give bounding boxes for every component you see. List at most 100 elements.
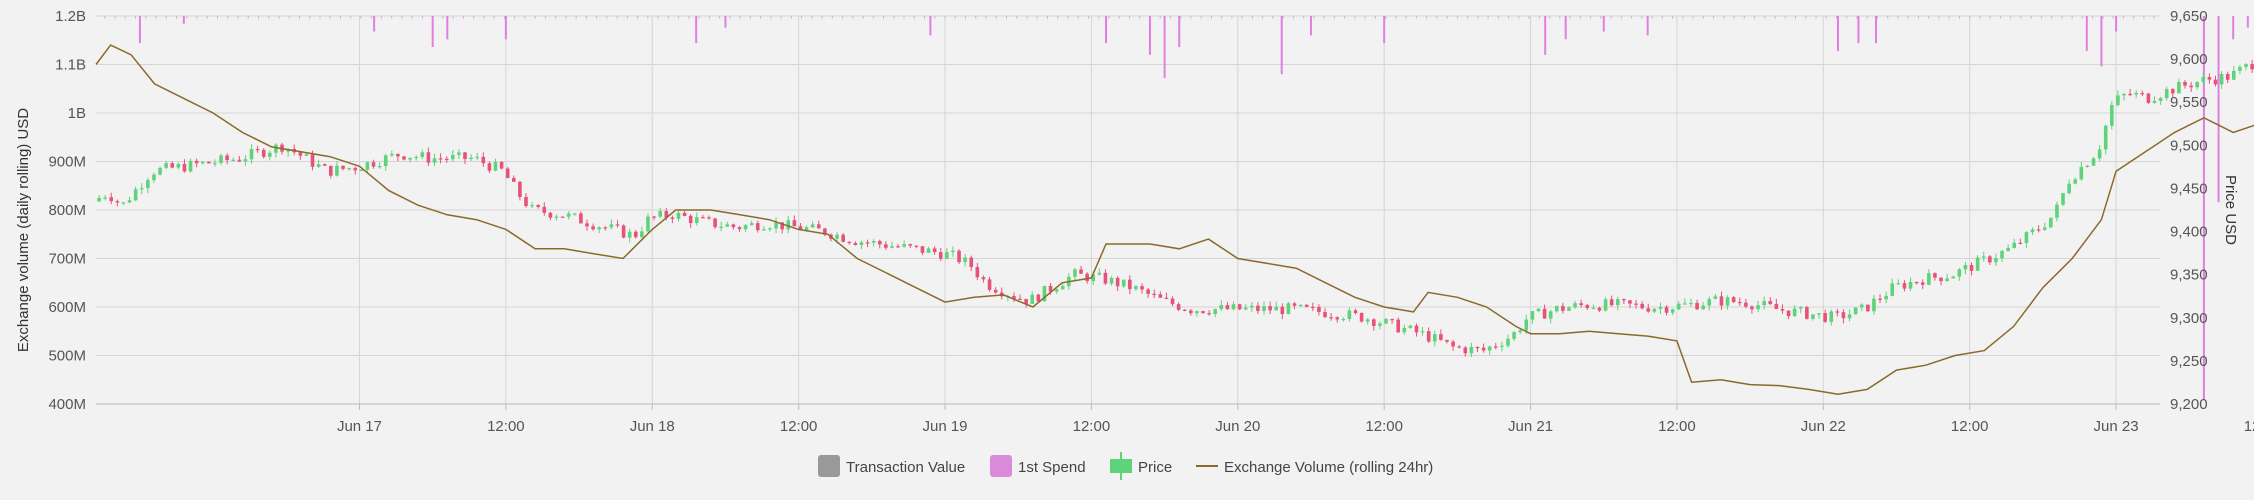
candle-body — [701, 217, 705, 219]
candle-body — [1670, 309, 1675, 313]
candle-body — [1731, 297, 1736, 302]
candle-body — [902, 244, 906, 247]
candle-body — [249, 149, 254, 160]
candle-body — [1811, 314, 1815, 319]
candle-body — [463, 152, 467, 159]
candle-body — [1487, 346, 1492, 351]
candle-body — [969, 257, 974, 268]
candle-body — [1884, 295, 1888, 300]
candle-body — [1121, 279, 1126, 287]
candle-body — [597, 227, 601, 230]
candle-body — [572, 213, 577, 215]
candle-body — [475, 156, 480, 159]
x-tick-label: 12:00 — [1951, 418, 1989, 435]
candle-body — [359, 169, 364, 172]
candle-body — [97, 197, 101, 202]
candle-body — [1908, 281, 1913, 289]
candle-body — [1262, 306, 1266, 311]
legend-item-exchange-volume[interactable]: Exchange Volume (rolling 24hr) — [1196, 459, 1433, 476]
candle-body — [1445, 339, 1449, 342]
candle-body — [1128, 279, 1132, 290]
right-y-tick-label: 9,250 — [2170, 353, 2208, 370]
candle-body — [469, 157, 473, 159]
candle-body — [1902, 283, 1907, 289]
candle-body — [377, 165, 382, 168]
candle-body — [115, 201, 120, 203]
candle-body — [1091, 274, 1096, 282]
candle-body — [1750, 306, 1754, 310]
x-tick-label: 12:00 — [1365, 418, 1403, 435]
right-y-tick-label: 9,600 — [2170, 51, 2208, 68]
candle-body — [2073, 179, 2078, 184]
x-tick-label: Jun 21 — [1508, 418, 1553, 435]
candle-body — [2097, 149, 2102, 159]
x-tick-label: Jun 22 — [1801, 418, 1846, 435]
candle-body — [542, 206, 547, 213]
candle-body — [2079, 166, 2084, 180]
candle-body — [390, 153, 394, 156]
candle-body — [1365, 319, 1370, 322]
candle-body — [1176, 304, 1181, 310]
candle-body — [1945, 278, 1949, 282]
candle-body — [512, 178, 516, 182]
candle-body — [2036, 229, 2041, 231]
candle-body — [383, 155, 388, 166]
candle-body — [1920, 282, 1925, 285]
candle-body — [1951, 276, 1956, 279]
candle-body — [103, 197, 107, 199]
candle-body — [1792, 308, 1797, 317]
candle-body — [1506, 338, 1510, 346]
candle-body — [1304, 304, 1309, 307]
candle-body — [164, 163, 168, 168]
candle-body — [1475, 346, 1480, 349]
candle-body — [1756, 305, 1760, 310]
candle-body — [2006, 247, 2010, 252]
candle-body — [1481, 347, 1486, 351]
candle-body — [1439, 334, 1443, 340]
candle-body — [853, 243, 858, 246]
left-y-tick-label: 700M — [48, 251, 86, 268]
candle-body — [2177, 81, 2181, 94]
legend-label-first-spend: 1st Spend — [1018, 459, 1086, 476]
left-y-tick-label: 1.2B — [55, 8, 86, 25]
candle-body — [316, 164, 321, 167]
candle-body — [1384, 319, 1388, 324]
candle-body — [1085, 273, 1089, 282]
legend-item-first-spend[interactable]: 1st Spend — [990, 455, 1086, 477]
candle-body — [2201, 76, 2206, 82]
candle-body — [1725, 297, 1730, 306]
candle-body — [1189, 310, 1193, 314]
candle-body — [1780, 309, 1785, 311]
candle-body — [1536, 308, 1541, 312]
candle-body — [1012, 296, 1016, 299]
candle-body — [1018, 298, 1022, 301]
legend-item-price[interactable]: Price — [1110, 452, 1172, 480]
x-tick-label: Jun 20 — [1215, 418, 1260, 435]
candle-body — [1652, 308, 1657, 312]
candle-body — [2189, 85, 2193, 88]
left-y-tick-label: 400M — [48, 396, 86, 413]
candle-body — [603, 227, 608, 229]
candle-body — [353, 168, 358, 171]
candle-body — [1152, 293, 1157, 296]
candle-body — [152, 174, 156, 181]
candle-body — [1408, 325, 1413, 328]
x-tick-label: 12:00 — [1658, 418, 1696, 435]
left-y-tick-label: 500M — [48, 348, 86, 365]
candle-body — [231, 159, 236, 161]
right-y-tick-label: 9,550 — [2170, 94, 2208, 111]
x-tick-label: Jun 23 — [2094, 418, 2139, 435]
candle-body — [432, 158, 437, 163]
candle-body — [1347, 310, 1352, 319]
candle-body — [2049, 217, 2053, 228]
left-y-axis: 400M 500M 600M 700M 800M 900M 1B 1.1B 1.2B — [48, 8, 86, 413]
right-y-tick-label: 9,300 — [2170, 310, 2208, 327]
legend-item-transaction-value[interactable]: Transaction Value — [818, 455, 965, 477]
candle-body — [1195, 311, 1199, 314]
candle-body — [1158, 294, 1163, 298]
candle-body — [1896, 283, 1901, 285]
candle-body — [1146, 289, 1150, 294]
candle-body — [585, 223, 589, 227]
candle-body — [627, 231, 632, 238]
candle-body — [2061, 193, 2065, 205]
